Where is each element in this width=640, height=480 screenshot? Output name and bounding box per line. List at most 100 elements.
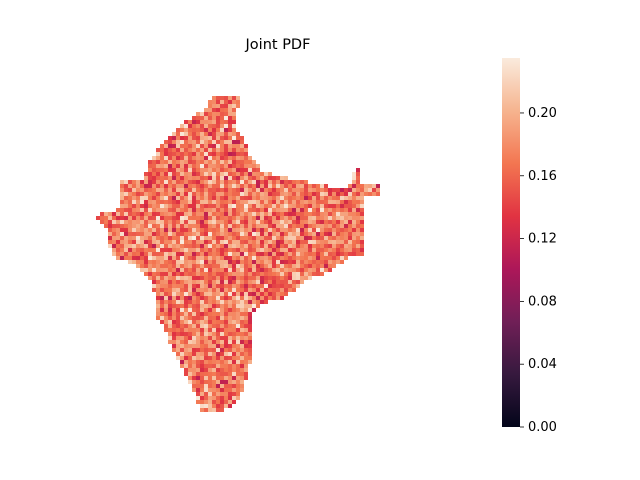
heatmap-cell: [128, 244, 132, 248]
heatmap-cell: [156, 268, 160, 272]
heatmap-cell: [176, 188, 180, 192]
heatmap-cell: [240, 292, 244, 296]
heatmap-cell: [120, 188, 124, 192]
heatmap-cell: [220, 116, 224, 120]
heatmap-cell: [136, 220, 140, 224]
heatmap-cell: [144, 260, 148, 264]
heatmap-cell: [316, 184, 320, 188]
heatmap-cell: [128, 252, 132, 256]
heatmap-cell: [124, 192, 128, 196]
heatmap-cell: [172, 348, 176, 352]
heatmap-cell: [284, 244, 288, 248]
heatmap-cell: [172, 340, 176, 344]
heatmap-cell: [172, 292, 176, 296]
heatmap-cell: [272, 284, 276, 288]
heatmap-cell: [236, 172, 240, 176]
heatmap-cell: [124, 204, 128, 208]
heatmap-cell: [224, 360, 228, 364]
heatmap-cell: [292, 216, 296, 220]
heatmap-cell: [280, 292, 284, 296]
heatmap-cell: [288, 212, 292, 216]
heatmap-cell: [216, 236, 220, 240]
heatmap-cell: [216, 368, 220, 372]
heatmap-cell: [180, 280, 184, 284]
heatmap-cell: [284, 196, 288, 200]
heatmap-cell: [204, 268, 208, 272]
heatmap-cell: [280, 208, 284, 212]
heatmap-cell: [324, 240, 328, 244]
heatmap-cell: [248, 208, 252, 212]
heatmap-cell: [336, 204, 340, 208]
heatmap-cell: [196, 400, 200, 404]
heatmap-cell: [128, 188, 132, 192]
heatmap-cell: [196, 396, 200, 400]
heatmap-cell: [232, 144, 236, 148]
heatmap-cell: [224, 284, 228, 288]
heatmap-cell: [156, 192, 160, 196]
heatmap-cell: [184, 244, 188, 248]
heatmap-cell: [216, 308, 220, 312]
heatmap-cell: [192, 132, 196, 136]
heatmap-cell: [248, 248, 252, 252]
heatmap-cell: [132, 224, 136, 228]
heatmap-cell: [240, 168, 244, 172]
heatmap-cell: [168, 144, 172, 148]
heatmap-cell: [288, 184, 292, 188]
heatmap-cell: [168, 224, 172, 228]
heatmap-cell: [164, 240, 168, 244]
heatmap-cell: [160, 228, 164, 232]
heatmap-cell: [356, 236, 360, 240]
heatmap-cell: [232, 380, 236, 384]
heatmap-cell: [332, 200, 336, 204]
heatmap-cell: [176, 340, 180, 344]
heatmap-cell: [300, 264, 304, 268]
heatmap-cell: [104, 216, 108, 220]
heatmap-cell: [132, 244, 136, 248]
heatmap-cell: [232, 332, 236, 336]
heatmap-cell: [228, 184, 232, 188]
heatmap-cell: [324, 216, 328, 220]
heatmap-cell: [200, 240, 204, 244]
heatmap-cell: [336, 244, 340, 248]
heatmap-cell: [228, 376, 232, 380]
heatmap-cell: [328, 240, 332, 244]
heatmap-cell: [228, 116, 232, 120]
heatmap-cell: [208, 396, 212, 400]
heatmap-cell: [192, 144, 196, 148]
heatmap-cell: [192, 344, 196, 348]
heatmap-cell: [152, 232, 156, 236]
heatmap-cell: [220, 276, 224, 280]
heatmap-cell: [180, 312, 184, 316]
heatmap-cell: [160, 164, 164, 168]
heatmap-cell: [200, 392, 204, 396]
heatmap-cell: [196, 204, 200, 208]
heatmap-cell: [148, 212, 152, 216]
heatmap-cell: [260, 288, 264, 292]
heatmap-cell: [208, 332, 212, 336]
heatmap-cell: [184, 340, 188, 344]
heatmap-cell: [196, 388, 200, 392]
heatmap-cell: [216, 248, 220, 252]
heatmap-cell: [168, 340, 172, 344]
heatmap-cell: [172, 168, 176, 172]
heatmap-cell: [308, 248, 312, 252]
heatmap-cell: [232, 180, 236, 184]
heatmap-cell: [192, 160, 196, 164]
heatmap-cell: [360, 236, 364, 240]
heatmap-cell: [220, 296, 224, 300]
heatmap-cell: [192, 120, 196, 124]
heatmap-cell: [224, 96, 228, 100]
heatmap-cell: [316, 220, 320, 224]
heatmap-cell: [240, 324, 244, 328]
heatmap-cell: [212, 316, 216, 320]
heatmap-cell: [148, 228, 152, 232]
heatmap-cell: [344, 256, 348, 260]
heatmap-cell: [208, 372, 212, 376]
heatmap-cell: [192, 304, 196, 308]
heatmap-cell: [276, 204, 280, 208]
heatmap-cell: [132, 252, 136, 256]
heatmap-cell: [292, 212, 296, 216]
heatmap-cell: [244, 208, 248, 212]
heatmap-cell: [200, 252, 204, 256]
heatmap-cell: [136, 240, 140, 244]
